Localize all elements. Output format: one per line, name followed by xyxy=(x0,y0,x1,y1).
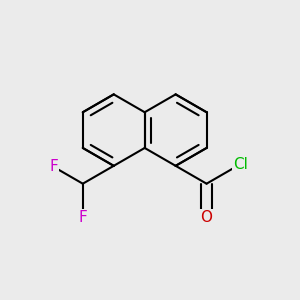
Text: O: O xyxy=(201,210,213,225)
Text: F: F xyxy=(49,159,58,174)
Text: Cl: Cl xyxy=(233,157,248,172)
Text: F: F xyxy=(78,210,87,225)
